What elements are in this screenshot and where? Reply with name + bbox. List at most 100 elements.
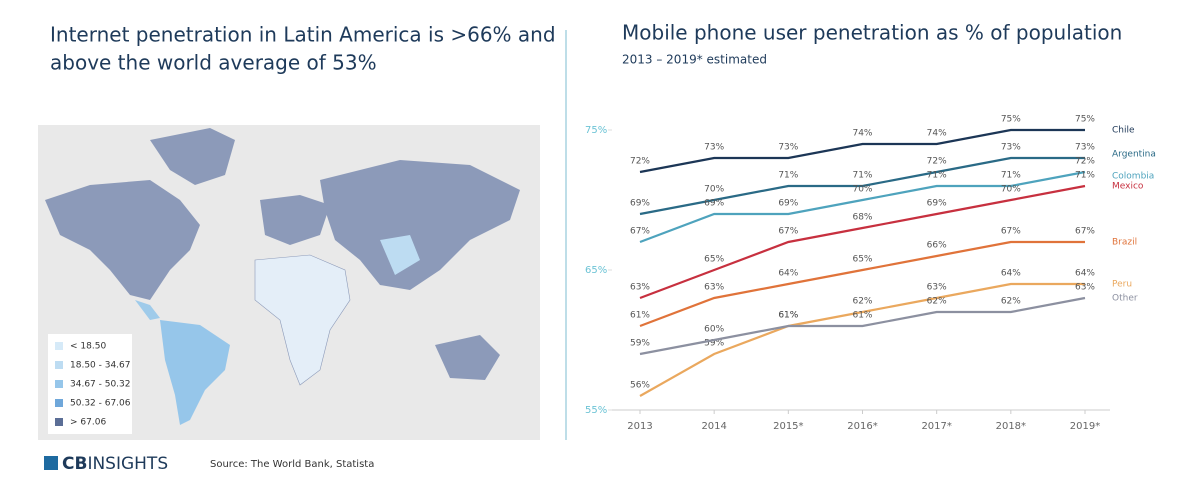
logo-insights: INSIGHTS bbox=[87, 454, 168, 474]
series-label: Chile bbox=[1112, 126, 1135, 136]
series-line bbox=[639, 184, 1086, 300]
data-label: 69% bbox=[704, 199, 724, 209]
data-label: 71% bbox=[927, 171, 947, 181]
data-label: 72% bbox=[630, 157, 650, 167]
data-label: 73% bbox=[1001, 143, 1021, 153]
series-line bbox=[639, 282, 1085, 397]
chart-subtitle: 2013 – 2019* estimated bbox=[622, 53, 767, 67]
data-label: 59% bbox=[630, 339, 650, 349]
series-line bbox=[639, 156, 1085, 216]
data-label: 75% bbox=[1075, 115, 1095, 125]
series-label: Colombia bbox=[1112, 172, 1154, 182]
x-tick-label: 2019* bbox=[1070, 421, 1100, 432]
legend-label: 50.32 - 67.06 bbox=[70, 399, 131, 409]
source: Source: The World Bank, Statista bbox=[210, 459, 374, 470]
y-tick-label: 75% bbox=[585, 125, 607, 136]
series-line bbox=[639, 128, 1085, 174]
x-tick-label: 2014 bbox=[701, 421, 726, 432]
data-label: 64% bbox=[1075, 269, 1095, 279]
data-label: 61% bbox=[630, 311, 650, 321]
australia bbox=[435, 335, 500, 380]
data-label: 71% bbox=[1001, 171, 1021, 181]
series-line bbox=[639, 240, 1085, 328]
data-label: 59% bbox=[704, 339, 724, 349]
x-tick-label: 2017* bbox=[921, 421, 951, 432]
north-america bbox=[45, 180, 200, 300]
data-label: 64% bbox=[778, 269, 798, 279]
south-america bbox=[160, 320, 230, 425]
central-america bbox=[135, 300, 160, 320]
legend-swatch bbox=[55, 380, 63, 388]
data-label: 63% bbox=[704, 283, 724, 293]
legend-swatch bbox=[55, 361, 63, 369]
y-tick-label: 55% bbox=[585, 405, 607, 416]
data-label: 73% bbox=[778, 143, 798, 153]
series-line bbox=[639, 170, 1086, 244]
data-label: 70% bbox=[1001, 185, 1021, 195]
data-label: 75% bbox=[1001, 115, 1021, 125]
data-label: 67% bbox=[778, 227, 798, 237]
data-label: 71% bbox=[852, 171, 872, 181]
data-label: 74% bbox=[852, 129, 872, 139]
data-label: 67% bbox=[630, 227, 650, 237]
data-label: 65% bbox=[704, 255, 724, 265]
asia bbox=[320, 160, 520, 290]
legend-label: > 67.06 bbox=[70, 418, 106, 428]
data-label: 61% bbox=[778, 311, 798, 321]
data-label: 63% bbox=[630, 283, 650, 293]
data-label: 73% bbox=[704, 143, 724, 153]
data-label: 68% bbox=[852, 213, 872, 223]
china bbox=[380, 235, 420, 275]
series-label: Argentina bbox=[1112, 150, 1156, 160]
europe bbox=[260, 195, 330, 245]
data-label: 72% bbox=[927, 157, 947, 167]
data-label: 74% bbox=[927, 129, 947, 139]
series-label: Other bbox=[1112, 294, 1138, 304]
y-tick-label: 65% bbox=[585, 265, 607, 276]
africa bbox=[254, 254, 351, 386]
series-line bbox=[639, 296, 1086, 356]
series-label: Brazil bbox=[1112, 238, 1137, 248]
data-label: 62% bbox=[1001, 297, 1021, 307]
data-label: 69% bbox=[778, 199, 798, 209]
logo: CBINSIGHTS bbox=[62, 454, 168, 474]
logo-cb: CB bbox=[62, 454, 87, 474]
data-label: 64% bbox=[1001, 269, 1021, 279]
x-tick-label: 2016* bbox=[847, 421, 877, 432]
data-label: 61% bbox=[852, 311, 872, 321]
data-label: 66% bbox=[927, 241, 947, 251]
map-legend: < 18.50 18.50 - 34.67 34.67 - 50.32 50.32 -… bbox=[48, 334, 132, 434]
data-label: 63% bbox=[1075, 283, 1095, 293]
series-label: Mexico bbox=[1112, 182, 1144, 192]
left-title: Internet penetration in Latin America is… bbox=[50, 23, 556, 47]
data-label: 70% bbox=[852, 185, 872, 195]
data-label: 73% bbox=[1075, 143, 1095, 153]
legend-label: 34.67 - 50.32 bbox=[70, 380, 131, 390]
x-tick-label: 2013 bbox=[627, 421, 652, 432]
data-label: 71% bbox=[1075, 171, 1095, 181]
data-label: 69% bbox=[630, 199, 650, 209]
chart-title: Mobile phone user penetration as % of po… bbox=[622, 21, 1122, 45]
data-label: 72% bbox=[1075, 157, 1095, 167]
data-label: 71% bbox=[778, 171, 798, 181]
data-label: 69% bbox=[927, 199, 947, 209]
data-label: 56% bbox=[630, 381, 650, 391]
data-label: 67% bbox=[1075, 227, 1095, 237]
series-label: Peru bbox=[1112, 280, 1132, 290]
legend-swatch bbox=[55, 399, 63, 407]
data-label: 63% bbox=[927, 283, 947, 293]
data-label: 62% bbox=[927, 297, 947, 307]
greenland bbox=[150, 128, 235, 185]
data-label: 61% bbox=[778, 311, 798, 321]
data-label: 62% bbox=[852, 297, 872, 307]
left-title: above the world average of 53% bbox=[50, 51, 377, 75]
data-label: 65% bbox=[852, 255, 872, 265]
logo-icon bbox=[44, 456, 58, 470]
legend-swatch bbox=[55, 418, 63, 426]
legend-label: 18.50 - 34.67 bbox=[70, 361, 131, 371]
x-tick-label: 2018* bbox=[996, 421, 1026, 432]
x-tick-label: 2015* bbox=[773, 421, 803, 432]
data-label: 70% bbox=[704, 185, 724, 195]
data-label: 60% bbox=[704, 325, 724, 335]
